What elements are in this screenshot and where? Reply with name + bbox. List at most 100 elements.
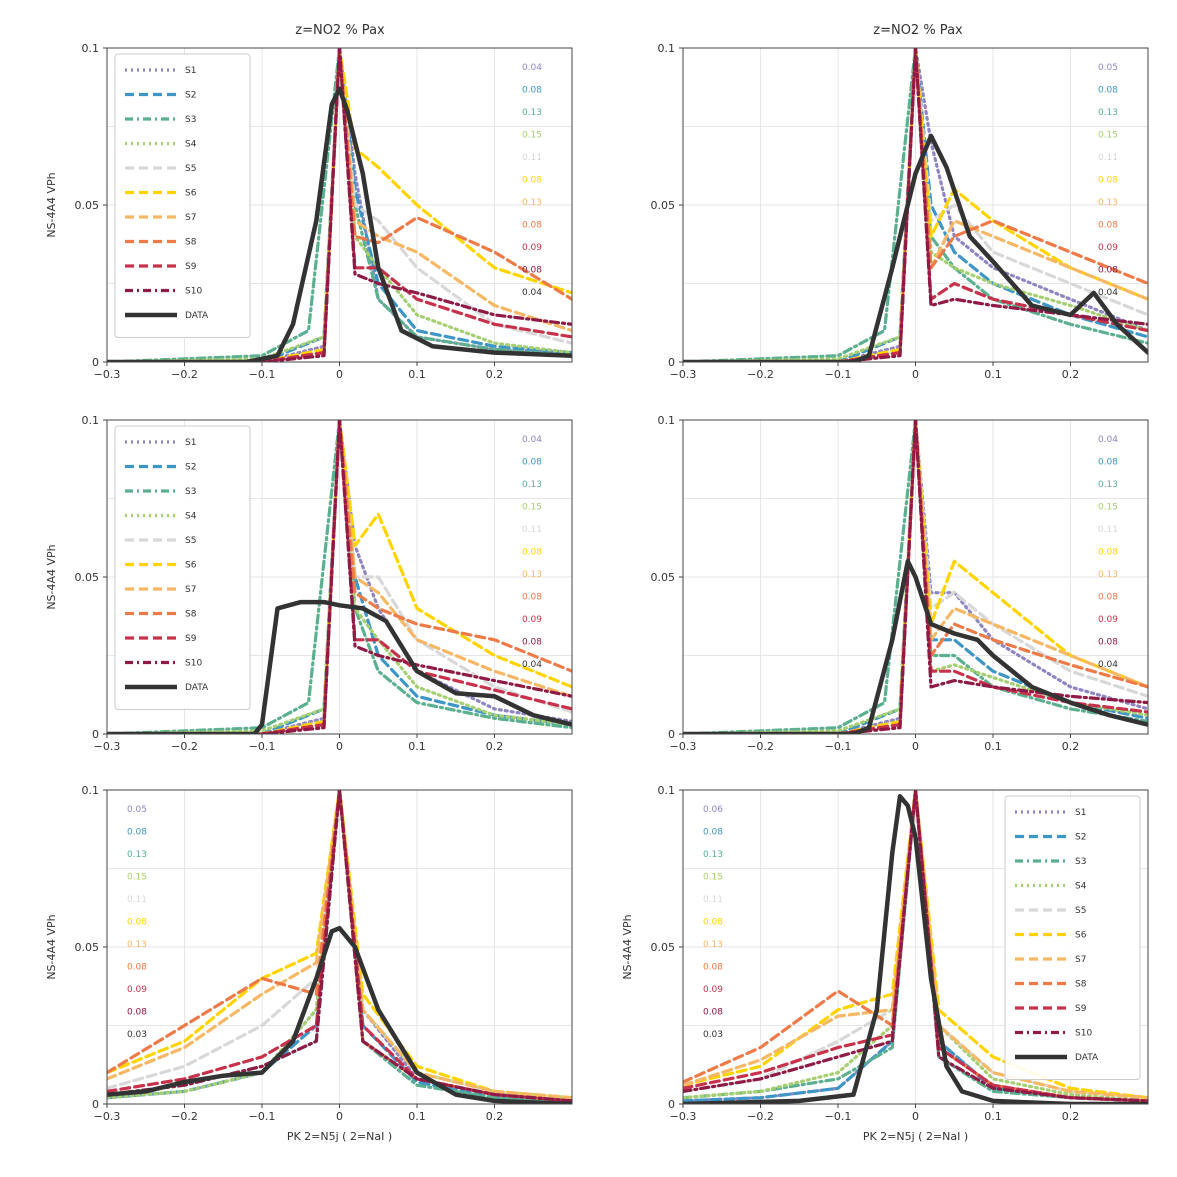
value-label-S9: 0.09 — [1098, 615, 1118, 625]
series-line-S10 — [107, 48, 572, 362]
value-label-S6: 0.08 — [1098, 176, 1118, 186]
series-line-S7 — [107, 790, 572, 1100]
column-title-left: z=NO2 % Pax — [295, 23, 385, 38]
x-tick-label: −0.1 — [825, 368, 852, 381]
series-line-DATA — [107, 86, 572, 362]
x-tick-label: 0.2 — [1062, 368, 1080, 381]
x-tick-label: 0.2 — [486, 740, 504, 753]
y-tick-label: 0 — [92, 728, 99, 741]
legend-label-S2: S2 — [1075, 833, 1086, 843]
x-axis-label: PK 2=N5j ( 2=NaI ) — [863, 1130, 968, 1143]
series-group — [683, 48, 1148, 362]
value-label-S3: 0.13 — [703, 850, 723, 860]
x-tick-label: 0.1 — [408, 740, 426, 753]
series-line-S5 — [683, 790, 1148, 1100]
legend-label-S5: S5 — [185, 536, 196, 546]
value-label-S3: 0.13 — [1098, 108, 1118, 118]
value-label-S3: 0.13 — [127, 850, 147, 860]
value-label-S10: 0.08 — [127, 1008, 147, 1018]
x-tick-label: −0.3 — [94, 1110, 121, 1123]
legend-label-S2: S2 — [185, 91, 196, 101]
x-tick-label: −0.3 — [670, 740, 697, 753]
value-label-S2: 0.08 — [1098, 86, 1118, 96]
series-group — [107, 48, 572, 362]
y-tick-label: 0 — [92, 1098, 99, 1111]
value-label-S2: 0.08 — [522, 86, 542, 96]
x-tick-label: 0.1 — [984, 368, 1002, 381]
x-tick-label: −0.2 — [171, 740, 198, 753]
series-line-S10 — [107, 420, 572, 734]
x-tick-label: −0.1 — [249, 1110, 276, 1123]
x-tick-label: 0.2 — [486, 368, 504, 381]
y-tick-label: 0 — [92, 356, 99, 369]
y-tick-label: 0.1 — [82, 414, 100, 427]
value-label-S7: 0.13 — [127, 940, 147, 950]
value-label-S5: 0.11 — [127, 895, 147, 905]
x-tick-label: 0.1 — [984, 1110, 1002, 1123]
legend-label-S5: S5 — [185, 164, 196, 174]
value-label-S4: 0.15 — [522, 503, 542, 513]
legend-label-S8: S8 — [185, 238, 197, 248]
value-label-S7: 0.13 — [1098, 570, 1118, 580]
x-tick-label: −0.3 — [670, 368, 697, 381]
legend-label-S9: S9 — [1075, 1004, 1087, 1014]
value-label-S9: 0.09 — [127, 985, 147, 995]
value-label-S1: 0.04 — [1098, 435, 1118, 445]
x-tick-label: 0 — [336, 368, 343, 381]
series-group — [107, 420, 572, 734]
x-tick-label: −0.1 — [249, 368, 276, 381]
x-tick-label: −0.3 — [94, 740, 121, 753]
legend-label-S7: S7 — [185, 213, 196, 223]
value-label-S8: 0.08 — [1098, 593, 1118, 603]
value-label-S5: 0.11 — [1098, 525, 1118, 535]
x-tick-label: −0.2 — [747, 1110, 774, 1123]
x-tick-label: 0.1 — [984, 740, 1002, 753]
legend-box — [1004, 795, 1141, 1080]
series-line-S10 — [683, 790, 1148, 1103]
column-title-right: z=NO2 % Pax — [873, 23, 963, 38]
legend-label-S6: S6 — [185, 561, 197, 571]
legend-label-DATA: DATA — [185, 683, 209, 693]
legend: S1 S2 S3 S4 S5 S6 S7 S8 S9 S10 DATA — [1004, 795, 1141, 1080]
series-line-S2 — [107, 420, 572, 734]
value-label-S6: 0.08 — [127, 918, 147, 928]
value-label-S7: 0.13 — [703, 940, 723, 950]
panel-row1-right: −0.3 −0.2 −0.1 0 0.1 0.2 0 0.05 0.1 0.05 0.08 0.13 0… — [651, 42, 1149, 381]
series-line-S4 — [107, 48, 572, 362]
value-label-S4: 0.15 — [1098, 131, 1118, 141]
value-label-S9: 0.09 — [703, 985, 723, 995]
x-tick-label: 0 — [912, 1110, 919, 1123]
value-label-S1: 0.05 — [1098, 63, 1118, 73]
legend-label-S1: S1 — [1075, 808, 1086, 818]
x-tick-label: −0.2 — [747, 368, 774, 381]
legend: S1 S2 S3 S4 S5 S6 S7 S8 S9 S10 DATA — [114, 53, 251, 338]
legend-label-S9: S9 — [185, 262, 197, 272]
panel-row2-left: −0.3 −0.2 −0.1 0 0.1 0.200.050.1NS-4A4 VPhS1S… — [45, 414, 573, 753]
y-axis-label: NS-4A4 VPh — [621, 914, 634, 979]
value-label-S2: 0.08 — [127, 828, 147, 838]
series-line-DATA — [683, 559, 1148, 734]
legend-label-S4: S4 — [1075, 882, 1087, 892]
value-label-DATA: 0.04 — [1098, 660, 1118, 670]
series-line-S9 — [107, 790, 572, 1103]
y-tick-label: 0.1 — [82, 784, 100, 797]
value-label-DATA: 0.04 — [522, 660, 542, 670]
x-tick-label: 0 — [336, 1110, 343, 1123]
value-label-S5: 0.11 — [522, 153, 542, 163]
y-tick-label: 0.05 — [75, 941, 100, 954]
x-tick-label: −0.2 — [171, 368, 198, 381]
x-tick-label: −0.1 — [825, 740, 852, 753]
legend-label-S6: S6 — [185, 189, 197, 199]
chart-panels: −0.3 −0.2 −0.1 0 0.1 0.2 0 0.05 0.1 NS-4A4 VPh S1 S… — [45, 42, 1149, 1143]
series-group — [107, 790, 572, 1104]
value-label-S10: 0.08 — [1098, 266, 1118, 276]
x-tick-label: −0.3 — [670, 1110, 697, 1123]
value-label-S1: 0.05 — [127, 805, 147, 815]
series-line-S7 — [683, 790, 1148, 1100]
legend-label-S1: S1 — [185, 438, 196, 448]
panel-row3-left: −0.3 −0.2 −0.1 0 0.1 0.2 0 0.05 0.1 NS-4A4 VPh PK … — [45, 784, 573, 1143]
legend-label-S1: S1 — [185, 66, 196, 76]
x-tick-label: 0.2 — [1062, 740, 1080, 753]
value-label-S2: 0.08 — [703, 828, 723, 838]
x-tick-label: 0.1 — [408, 368, 426, 381]
